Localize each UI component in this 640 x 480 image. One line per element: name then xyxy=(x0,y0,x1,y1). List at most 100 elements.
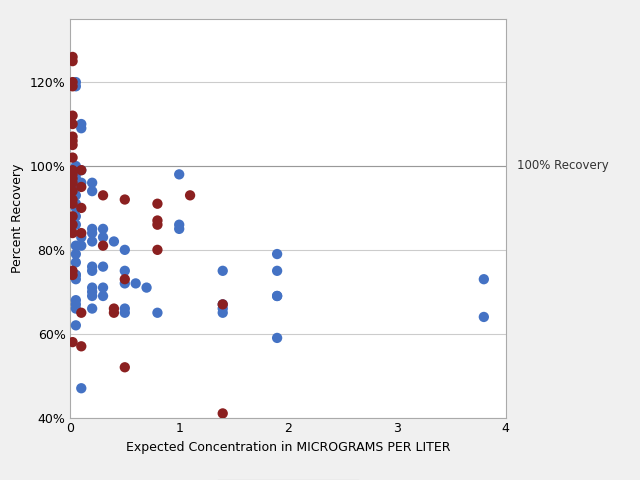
Text: 100% Recovery: 100% Recovery xyxy=(516,159,609,172)
1433 xyxy=(71,192,81,199)
4433 xyxy=(67,78,77,86)
1433 xyxy=(174,170,184,178)
1433 xyxy=(120,279,130,287)
4433 xyxy=(67,196,77,204)
1433 xyxy=(76,384,86,392)
1433 xyxy=(120,305,130,312)
1433 xyxy=(71,271,81,279)
1433 xyxy=(76,167,86,174)
1433 xyxy=(87,267,97,275)
4433 xyxy=(67,112,77,120)
1433 xyxy=(218,305,228,312)
4433 xyxy=(67,137,77,144)
1433 xyxy=(71,162,81,170)
1433 xyxy=(98,263,108,270)
1433 xyxy=(71,213,81,220)
1433 xyxy=(76,120,86,128)
1433 xyxy=(71,175,81,182)
4433 xyxy=(67,221,77,228)
1433 xyxy=(71,200,81,207)
4433 xyxy=(98,192,108,199)
1433 xyxy=(71,300,81,308)
4433 xyxy=(185,192,195,199)
1433 xyxy=(71,305,81,312)
4433 xyxy=(67,120,77,128)
1433 xyxy=(120,267,130,275)
1433 xyxy=(87,187,97,195)
1433 xyxy=(272,292,282,300)
4433 xyxy=(109,309,119,317)
4433 xyxy=(120,276,130,283)
1433 xyxy=(71,259,81,266)
4433 xyxy=(218,409,228,417)
4433 xyxy=(152,246,163,254)
1433 xyxy=(272,292,282,300)
1433 xyxy=(71,276,81,283)
1433 xyxy=(71,242,81,250)
4433 xyxy=(152,200,163,207)
4433 xyxy=(76,342,86,350)
4433 xyxy=(120,196,130,204)
1433 xyxy=(71,204,81,212)
4433 xyxy=(67,267,77,275)
1433 xyxy=(218,267,228,275)
4433 xyxy=(109,305,119,312)
1433 xyxy=(71,271,81,279)
4433 xyxy=(67,338,77,346)
4433 xyxy=(67,229,77,237)
1433 xyxy=(71,78,81,86)
4433 xyxy=(152,221,163,228)
1433 xyxy=(98,292,108,300)
1433 xyxy=(174,225,184,233)
1433 xyxy=(141,284,152,291)
1433 xyxy=(87,305,97,312)
1433 xyxy=(120,309,130,317)
4433 xyxy=(76,309,86,317)
1433 xyxy=(98,225,108,233)
1433 xyxy=(218,300,228,308)
4433 xyxy=(120,363,130,371)
1433 xyxy=(87,179,97,187)
4433 xyxy=(76,167,86,174)
1433 xyxy=(174,221,184,228)
4433 xyxy=(67,179,77,187)
4433 xyxy=(218,300,228,308)
4433 xyxy=(67,170,77,178)
1433 xyxy=(87,225,97,233)
4433 xyxy=(67,83,77,90)
4433 xyxy=(67,133,77,141)
1433 xyxy=(76,179,86,187)
4433 xyxy=(67,175,77,182)
4433 xyxy=(98,242,108,250)
1433 xyxy=(71,322,81,329)
4433 xyxy=(67,187,77,195)
4433 xyxy=(67,167,77,174)
1433 xyxy=(76,233,86,241)
1433 xyxy=(131,279,141,287)
4433 xyxy=(76,204,86,212)
1433 xyxy=(71,296,81,304)
4433 xyxy=(67,154,77,161)
1433 xyxy=(98,233,108,241)
1433 xyxy=(76,242,86,250)
1433 xyxy=(87,292,97,300)
X-axis label: Expected Concentration in MICROGRAMS PER LITER: Expected Concentration in MICROGRAMS PER… xyxy=(125,441,451,454)
1433 xyxy=(71,83,81,90)
1433 xyxy=(71,170,81,178)
1433 xyxy=(87,229,97,237)
1433 xyxy=(479,276,489,283)
1433 xyxy=(87,263,97,270)
Y-axis label: Percent Recovery: Percent Recovery xyxy=(11,164,24,273)
1433 xyxy=(479,313,489,321)
1433 xyxy=(87,288,97,296)
4433 xyxy=(76,229,86,237)
1433 xyxy=(71,221,81,228)
4433 xyxy=(67,213,77,220)
1433 xyxy=(109,238,119,245)
4433 xyxy=(152,216,163,224)
4433 xyxy=(67,141,77,149)
1433 xyxy=(272,250,282,258)
1433 xyxy=(152,309,163,317)
1433 xyxy=(98,284,108,291)
4433 xyxy=(67,200,77,207)
